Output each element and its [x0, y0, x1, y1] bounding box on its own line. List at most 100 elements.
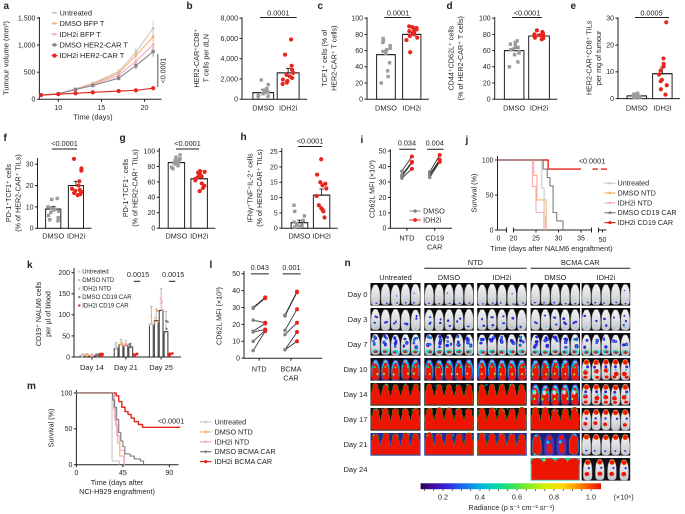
- svg-text:NTD: NTD: [468, 258, 483, 267]
- svg-text:BCMA CAR: BCMA CAR: [561, 258, 600, 267]
- svg-text:80: 80: [355, 32, 363, 39]
- svg-text:200: 200: [58, 270, 70, 277]
- svg-text:Time (days after: Time (days after: [91, 478, 144, 487]
- svg-text:DMSO: DMSO: [423, 207, 445, 216]
- svg-text:IDH2i: IDH2i: [67, 232, 86, 241]
- svg-text:HER2-CAR⁺CD8⁺: HER2-CAR⁺CD8⁺: [192, 29, 201, 88]
- svg-text:0.0001: 0.0001: [267, 8, 289, 17]
- svg-text:80: 80: [483, 32, 491, 39]
- svg-text:10: 10: [270, 195, 278, 202]
- svg-text:0.0015: 0.0015: [162, 270, 184, 279]
- svg-text:Day 7: Day 7: [348, 340, 368, 349]
- svg-text:1.0: 1.0: [586, 492, 596, 501]
- svg-text:Day 10: Day 10: [343, 365, 367, 374]
- svg-text:100: 100: [482, 157, 494, 164]
- svg-text:100: 100: [351, 16, 363, 23]
- svg-text:Tumour volume (mm³): Tumour volume (mm³): [2, 21, 11, 95]
- svg-text:IDH2i: IDH2i: [597, 273, 616, 282]
- svg-text:Untreated: Untreated: [60, 8, 92, 17]
- svg-text:40: 40: [355, 64, 363, 71]
- svg-text:100: 100: [58, 312, 70, 319]
- svg-text:CAR: CAR: [283, 374, 298, 383]
- svg-text:T cells per dLN: T cells per dLN: [202, 34, 211, 82]
- svg-text:DMSO: DMSO: [503, 104, 525, 113]
- svg-text:30: 30: [232, 305, 240, 312]
- svg-text:0: 0: [31, 97, 35, 104]
- svg-text:80: 80: [148, 164, 156, 171]
- svg-text:Untreated: Untreated: [215, 418, 247, 427]
- svg-text:0: 0: [497, 235, 501, 242]
- svg-text:20: 20: [26, 183, 34, 190]
- svg-text:30: 30: [606, 16, 614, 23]
- svg-text:60: 60: [483, 48, 491, 55]
- svg-text:0.001: 0.001: [282, 263, 300, 272]
- svg-text:20: 20: [148, 210, 156, 217]
- svg-text:(% of HER2-CAR⁺ TILs): (% of HER2-CAR⁺ TILs): [14, 154, 23, 232]
- svg-text:DMSO NTD: DMSO NTD: [82, 278, 115, 284]
- svg-text:25: 25: [270, 149, 278, 156]
- svg-text:60: 60: [355, 48, 363, 55]
- svg-text:(% of HER2-CAR⁺ TILs): (% of HER2-CAR⁺ TILs): [255, 149, 264, 227]
- svg-text:0: 0: [610, 96, 614, 103]
- svg-text:DMSO CD19 CAR: DMSO CD19 CAR: [82, 295, 132, 301]
- svg-text:Time (days after NALM6 engraft: Time (days after NALM6 engraftment): [490, 244, 612, 253]
- svg-text:0.6: 0.6: [512, 492, 522, 501]
- svg-text:100: 100: [144, 148, 156, 155]
- svg-text:10: 10: [26, 204, 34, 211]
- svg-text:DMSO: DMSO: [544, 273, 566, 282]
- svg-text:CD19: CD19: [425, 233, 444, 242]
- svg-text:<0.0001: <0.0001: [579, 156, 606, 165]
- svg-text:(% of HER2-CAR⁺ TILs): (% of HER2-CAR⁺ TILs): [131, 149, 140, 227]
- svg-text:0: 0: [236, 356, 240, 363]
- svg-text:DMSO CD19 CAR: DMSO CD19 CAR: [618, 208, 677, 217]
- svg-text:0.034: 0.034: [398, 138, 416, 147]
- svg-text:<0.0001: <0.0001: [51, 139, 78, 148]
- svg-text:0.8: 0.8: [549, 492, 559, 501]
- svg-text:50: 50: [486, 192, 494, 199]
- svg-text:g: g: [120, 133, 126, 144]
- svg-text:a: a: [4, 1, 10, 12]
- svg-text:0: 0: [66, 354, 70, 361]
- svg-text:50: 50: [599, 237, 607, 244]
- svg-text:(×10⁶): (×10⁶): [614, 492, 634, 501]
- svg-text:Day 25: Day 25: [149, 363, 173, 372]
- svg-text:BCMA: BCMA: [280, 364, 301, 373]
- svg-text:15: 15: [98, 105, 106, 112]
- svg-text:Day 14: Day 14: [343, 390, 367, 399]
- svg-text:Time (days): Time (days): [73, 113, 113, 122]
- svg-text:c: c: [318, 1, 324, 12]
- svg-text:0: 0: [359, 97, 363, 104]
- svg-text:0: 0: [74, 470, 78, 477]
- svg-text:25: 25: [532, 235, 540, 242]
- svg-text:0.043: 0.043: [251, 263, 269, 272]
- svg-text:PD-1⁺TCF1⁻ cells: PD-1⁺TCF1⁻ cells: [121, 158, 130, 217]
- svg-text:IDH2i CD19 CAR: IDH2i CD19 CAR: [618, 218, 674, 227]
- svg-text:IDH2i: IDH2i: [279, 104, 298, 113]
- svg-text:IDH2i BFP T: IDH2i BFP T: [60, 30, 102, 39]
- svg-text:Survival (%): Survival (%): [470, 174, 479, 213]
- svg-text:d: d: [447, 1, 453, 12]
- svg-text:IDH2i NTD: IDH2i NTD: [215, 437, 250, 446]
- svg-text:TCF1⁺ cells (% of: TCF1⁺ cells (% of: [320, 30, 329, 87]
- svg-text:0: 0: [68, 462, 72, 469]
- svg-text:30: 30: [26, 162, 34, 169]
- svg-text:h: h: [241, 132, 247, 143]
- svg-text:IDH2i NTD: IDH2i NTD: [82, 287, 112, 293]
- svg-text:40: 40: [232, 288, 240, 295]
- svg-text:40: 40: [148, 195, 156, 202]
- svg-text:<0.0001: <0.0001: [514, 8, 541, 17]
- svg-text:20: 20: [483, 80, 491, 87]
- svg-text:n: n: [345, 258, 351, 269]
- svg-text:90: 90: [166, 470, 174, 477]
- svg-text:NTD: NTD: [252, 364, 267, 373]
- svg-text:PD-1⁺TCF1⁺ cells: PD-1⁺TCF1⁺ cells: [4, 163, 13, 222]
- svg-text:<0.0001: <0.0001: [158, 416, 185, 425]
- svg-text:Day 24: Day 24: [343, 465, 367, 474]
- svg-text:10: 10: [54, 105, 62, 112]
- svg-text:1,500: 1,500: [18, 15, 36, 22]
- svg-text:20: 20: [232, 322, 240, 329]
- svg-text:DMSO: DMSO: [626, 104, 648, 113]
- svg-text:Day 14: Day 14: [80, 363, 104, 372]
- svg-text:0: 0: [30, 226, 34, 233]
- svg-text:j: j: [465, 135, 469, 146]
